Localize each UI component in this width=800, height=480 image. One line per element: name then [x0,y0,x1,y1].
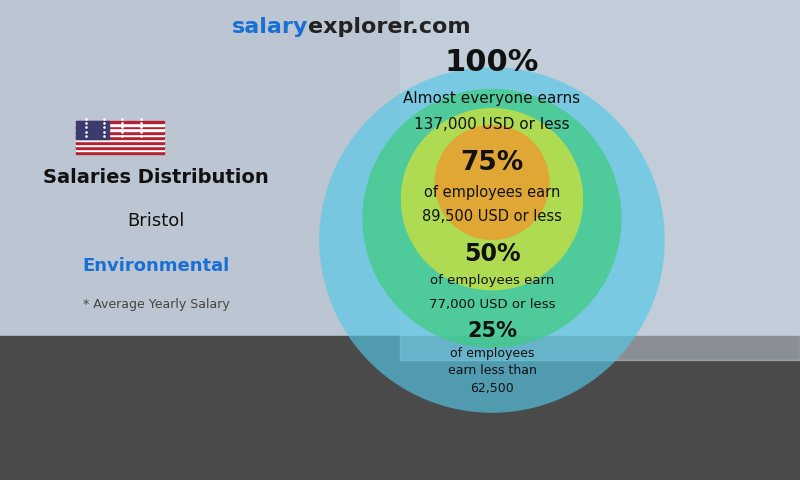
Text: 25%: 25% [467,321,517,341]
Text: 100%: 100% [445,48,539,77]
Bar [76,121,164,123]
Text: * Average Yearly Salary: * Average Yearly Salary [82,298,230,312]
Bar [76,131,164,133]
Bar [76,139,164,141]
Text: explorer.com: explorer.com [308,17,470,37]
Text: of employees earn: of employees earn [424,184,560,200]
Bar [76,133,164,136]
Bar [76,146,164,149]
Bar [400,0,800,360]
Ellipse shape [362,89,622,348]
Bar [76,144,164,146]
Text: 62,500: 62,500 [470,382,514,396]
Bar [0,0,800,336]
Bar [76,151,164,154]
Bar [76,129,164,131]
Text: 137,000 USD or less: 137,000 USD or less [414,117,570,132]
Text: earn less than: earn less than [447,364,537,377]
Bar [76,123,164,126]
Bar [76,126,164,129]
Bar [0,336,800,480]
Text: salary: salary [232,17,308,37]
Text: 75%: 75% [460,150,524,176]
Bar [76,136,164,139]
Text: of employees: of employees [450,347,534,360]
Text: 77,000 USD or less: 77,000 USD or less [429,298,555,312]
Ellipse shape [319,67,665,413]
Text: 50%: 50% [464,242,520,266]
Bar [76,149,164,151]
Text: Salaries Distribution: Salaries Distribution [43,168,269,187]
Text: 89,500 USD or less: 89,500 USD or less [422,209,562,225]
Text: Almost everyone earns: Almost everyone earns [403,91,581,106]
Bar [76,141,164,144]
Text: of employees earn: of employees earn [430,274,554,288]
Ellipse shape [401,108,583,290]
Ellipse shape [434,125,550,240]
Bar [76,121,110,139]
Text: Bristol: Bristol [127,212,185,230]
Text: Environmental: Environmental [82,257,230,276]
